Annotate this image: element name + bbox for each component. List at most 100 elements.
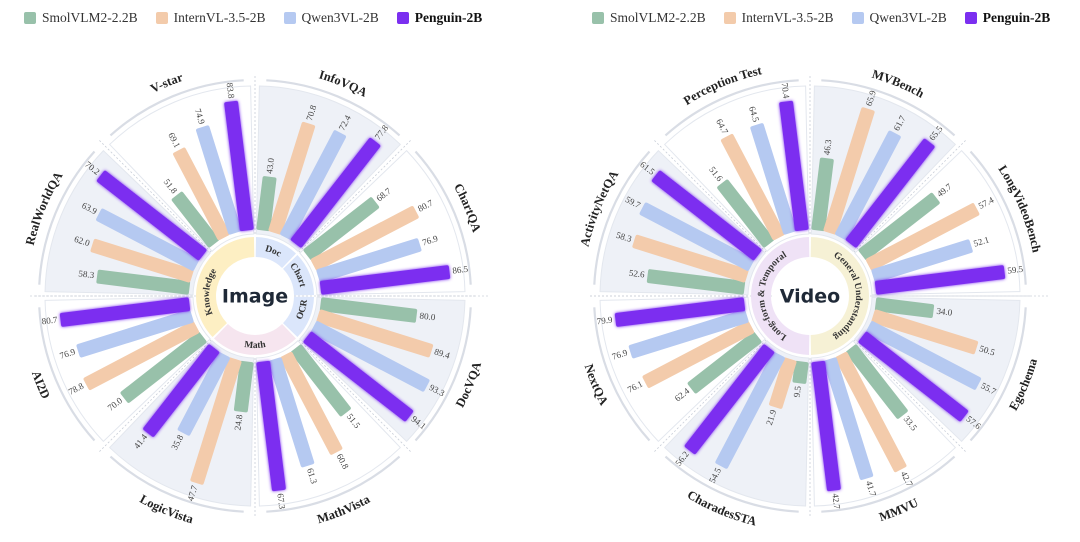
benchmark-label-text: MVBench: [870, 67, 926, 101]
value-label: 46.3: [822, 138, 834, 155]
bar-smolvlm2-2-2b: [303, 197, 380, 261]
legend-label: Penguin-2B: [414, 10, 483, 25]
bar-qwen3vl-2b: [871, 239, 973, 283]
legend-swatch: [283, 12, 296, 24]
legend-swatch: [155, 12, 168, 24]
legend-swatch: [592, 12, 604, 24]
bar-internvl-3-5-2b: [190, 357, 242, 485]
benchmark-label-text: ChartQA: [451, 181, 484, 234]
sector-outer-arc: [664, 79, 799, 137]
value-label: 43.0: [264, 157, 276, 174]
benchmark-label-text: Egochema: [1006, 356, 1040, 413]
value-label: 9.5: [792, 385, 803, 398]
sector-outer-arc: [266, 79, 401, 137]
legend-item: Qwen3VL-2B: [851, 10, 947, 26]
value-label: 83.8: [225, 82, 237, 99]
bar-penguin-2b: [614, 297, 746, 327]
bar-smolvlm2-2-2b: [646, 269, 746, 295]
bar-group: 46.3: [811, 138, 834, 232]
bar-group: 43.0: [256, 157, 277, 232]
sector-outer-arc: [593, 150, 651, 285]
sector-outer-arc: [969, 307, 1027, 442]
bar-penguin-2b: [811, 360, 841, 492]
legend-item: Penguin-2B: [964, 10, 1050, 26]
value-label: 50.5: [978, 343, 996, 357]
sector-divider: [853, 138, 968, 253]
bar-group: 52.6: [628, 268, 746, 295]
value-label: 80.7: [41, 314, 58, 326]
bar-group: 62.0: [73, 234, 194, 283]
legend-swatch: [851, 12, 864, 24]
bar-internvl-3-5-2b: [316, 309, 434, 358]
value-label: 47.7: [185, 484, 199, 502]
sector-outer-arc: [266, 455, 401, 513]
bar-group: 24.8: [232, 360, 254, 431]
bar-group: 65.9: [823, 89, 878, 235]
bar-group: 76.9: [611, 309, 749, 362]
bar-internvl-3-5-2b: [720, 134, 785, 241]
benchmark-label-text: DocVQA: [453, 360, 484, 410]
bar-smolvlm2-2-2b: [717, 179, 775, 248]
sector-divider: [97, 339, 212, 454]
benchmark-label: MVBench: [870, 67, 926, 101]
legend-image: SmolVLM2-2.2B InternVL-3.5-2B Qwen3VL-2B…: [24, 10, 482, 26]
bar-group: 47.7: [185, 357, 242, 502]
value-label: 89.4: [433, 346, 451, 360]
bar-penguin-2b: [779, 100, 809, 232]
legend-item: Qwen3VL-2B: [283, 10, 379, 26]
sector-divider: [97, 138, 212, 253]
sector-divider: [298, 339, 413, 454]
bar-internvl-3-5-2b: [823, 107, 875, 235]
legend-swatch: [24, 12, 36, 24]
bar-group: 9.5: [792, 360, 809, 398]
bar-internvl-3-5-2b: [642, 321, 755, 388]
category-ring-segment: [810, 237, 870, 355]
bar-qwen3vl-2b: [835, 130, 901, 241]
legend-label: Qwen3VL-2B: [301, 10, 379, 25]
sector-divider: [652, 138, 767, 253]
bar-internvl-3-5-2b: [268, 121, 316, 235]
value-label: 52.6: [628, 268, 645, 280]
sector-outer-arc: [593, 307, 651, 442]
bar-group: 89.4: [316, 309, 452, 361]
bar-group: 76.9: [58, 309, 194, 361]
legend-item: Penguin-2B: [396, 10, 483, 26]
bar-group: 70.8: [268, 103, 319, 235]
bar-penguin-2b: [684, 344, 775, 455]
bar-group: 83.8: [224, 82, 254, 232]
sector-outer-arc: [969, 150, 1027, 285]
value-label: 79.9: [596, 314, 613, 326]
value-label: 74.9: [193, 107, 207, 125]
category-ring-segment: [214, 324, 296, 355]
center-circle: [772, 258, 848, 334]
sector-divider: [298, 138, 413, 253]
bar-group: 76.9: [316, 233, 439, 283]
bar-group: 42.7: [811, 360, 842, 510]
bar-internvl-3-5-2b: [83, 321, 200, 390]
value-label: 52.1: [972, 234, 990, 248]
bar-qwen3vl-2b: [715, 351, 785, 469]
sector-divider: [652, 339, 767, 454]
bar-internvl-3-5-2b: [280, 351, 343, 455]
benchmark-label: MathVista: [315, 492, 372, 527]
bar-penguin-2b: [143, 344, 220, 437]
benchmark-label: DocVQA: [453, 360, 484, 410]
bar-penguin-2b: [256, 360, 286, 492]
bar-penguin-2b: [303, 331, 414, 422]
bar-smolvlm2-2-2b: [319, 297, 418, 323]
sector-outer-arc: [109, 79, 244, 137]
bar-smolvlm2-2-2b: [171, 191, 220, 248]
bar-smolvlm2-2-2b: [256, 176, 277, 232]
radial-chart-video: MVBenchLongVideoBenchEgochemaMMVUCharade…: [578, 63, 1044, 528]
bar-group: 80.0: [319, 297, 436, 323]
legend-label: SmolVLM2-2.2B: [610, 10, 706, 25]
value-label: 59.5: [1007, 264, 1024, 276]
benchmark-label: InfoVQA: [317, 67, 369, 99]
benchmark-label-text: MathVista: [315, 492, 372, 527]
bar-penguin-2b: [874, 265, 1006, 295]
bar-qwen3vl-2b: [750, 123, 797, 235]
bar-group: 74.9: [193, 107, 242, 235]
value-label: 76.9: [58, 346, 76, 360]
chart-title: Video: [780, 286, 840, 308]
bar-internvl-3-5-2b: [90, 238, 194, 283]
